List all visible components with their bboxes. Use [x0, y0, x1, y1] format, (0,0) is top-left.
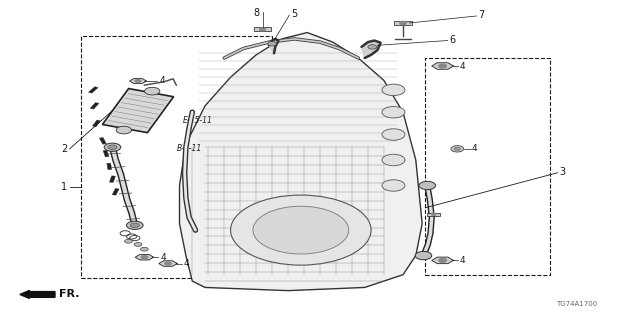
Polygon shape	[159, 261, 177, 266]
Polygon shape	[135, 254, 154, 260]
Bar	[107, 163, 112, 170]
Bar	[109, 176, 115, 182]
Bar	[99, 138, 106, 144]
Circle shape	[135, 80, 141, 83]
Bar	[428, 212, 440, 216]
Bar	[394, 21, 412, 25]
Circle shape	[104, 143, 121, 151]
Circle shape	[400, 21, 406, 25]
Bar	[426, 58, 550, 275]
Circle shape	[141, 247, 148, 251]
Circle shape	[419, 181, 436, 190]
Text: 1: 1	[61, 182, 67, 192]
Circle shape	[145, 87, 160, 95]
Text: 4: 4	[460, 61, 465, 70]
Polygon shape	[130, 78, 147, 84]
Text: 3: 3	[559, 167, 566, 177]
Ellipse shape	[230, 195, 371, 265]
Circle shape	[382, 129, 405, 140]
Circle shape	[382, 84, 405, 96]
Circle shape	[116, 126, 131, 134]
Text: TG74A1700: TG74A1700	[556, 301, 598, 307]
Polygon shape	[269, 39, 278, 53]
Text: 8: 8	[253, 8, 259, 19]
Circle shape	[454, 147, 461, 150]
FancyArrow shape	[20, 291, 55, 299]
Text: 4: 4	[161, 253, 166, 262]
Circle shape	[165, 262, 171, 265]
Text: FR.: FR.	[60, 290, 80, 300]
Circle shape	[382, 180, 405, 191]
Polygon shape	[432, 257, 453, 264]
Text: 4: 4	[460, 256, 465, 265]
Text: B-5-11: B-5-11	[176, 144, 202, 153]
Text: 4: 4	[184, 259, 189, 268]
Text: 2: 2	[61, 144, 67, 154]
Circle shape	[382, 107, 405, 118]
Circle shape	[415, 252, 432, 260]
Circle shape	[108, 145, 117, 149]
Circle shape	[127, 221, 143, 229]
Circle shape	[439, 259, 446, 262]
Bar	[103, 150, 109, 157]
Circle shape	[451, 146, 464, 152]
Bar	[81, 36, 272, 278]
Circle shape	[368, 45, 377, 49]
Polygon shape	[179, 33, 422, 291]
Bar	[112, 188, 119, 195]
Polygon shape	[102, 89, 173, 133]
Text: 4: 4	[159, 76, 164, 85]
Circle shape	[268, 42, 276, 46]
Circle shape	[439, 64, 446, 68]
Bar	[88, 87, 98, 93]
Text: 7: 7	[478, 10, 484, 20]
Text: E-15-11: E-15-11	[182, 116, 212, 125]
Circle shape	[260, 28, 266, 31]
Circle shape	[431, 213, 436, 215]
Circle shape	[125, 239, 132, 243]
Bar	[255, 28, 271, 31]
Bar	[93, 120, 100, 127]
Circle shape	[134, 243, 142, 246]
Polygon shape	[362, 41, 381, 58]
Ellipse shape	[253, 206, 349, 254]
Circle shape	[141, 256, 148, 259]
Text: 5: 5	[291, 9, 298, 19]
Text: 4: 4	[472, 144, 477, 153]
Circle shape	[131, 223, 140, 228]
Text: 6: 6	[450, 35, 456, 44]
Bar	[90, 102, 99, 109]
Circle shape	[382, 154, 405, 166]
Polygon shape	[432, 63, 453, 69]
